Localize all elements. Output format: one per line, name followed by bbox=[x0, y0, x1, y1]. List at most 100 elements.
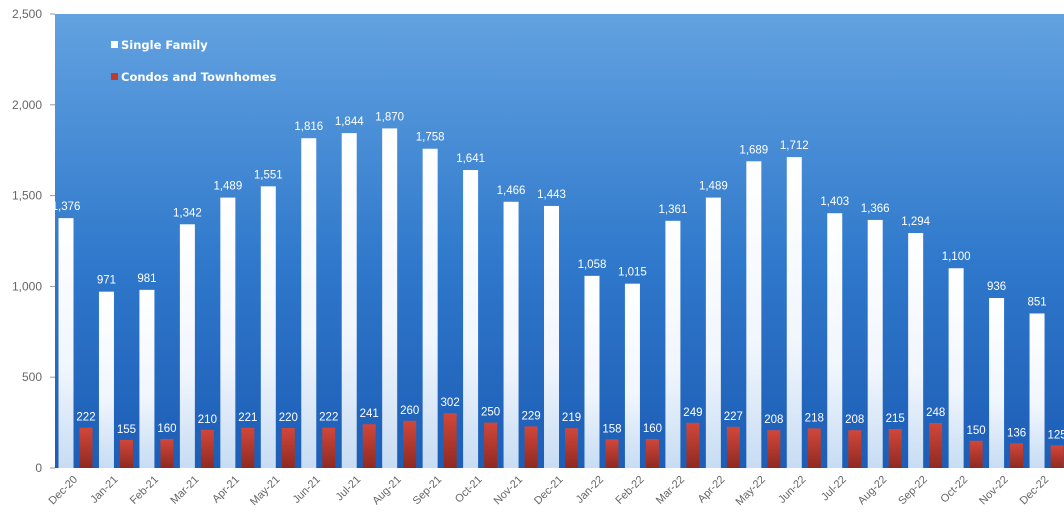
bar-condos-townhomes bbox=[807, 428, 821, 468]
bar-condos-townhomes bbox=[281, 428, 295, 468]
bar-condos-townhomes bbox=[848, 430, 862, 468]
bar-condos-townhomes bbox=[200, 429, 214, 468]
data-label-condos-townhomes: 227 bbox=[724, 411, 743, 423]
data-label-single-family: 1,689 bbox=[739, 144, 768, 156]
bar-single-family bbox=[58, 218, 74, 468]
data-label-single-family: 981 bbox=[137, 273, 156, 285]
data-label-condos-townhomes: 222 bbox=[319, 412, 338, 424]
bar-condos-townhomes bbox=[565, 428, 579, 468]
bar-single-family bbox=[665, 220, 681, 468]
y-axis: 0 500 1,000 1,500 2,000 2,500 bbox=[12, 7, 55, 475]
data-label-condos-townhomes: 155 bbox=[117, 424, 136, 436]
bar-single-family bbox=[179, 224, 195, 468]
data-label-single-family: 1,376 bbox=[52, 201, 81, 213]
x-tick-label: Jul-22 bbox=[819, 474, 849, 504]
data-label-condos-townhomes: 160 bbox=[157, 423, 176, 435]
data-label-condos-townhomes: 260 bbox=[400, 405, 419, 417]
data-label-single-family: 1,443 bbox=[537, 189, 566, 201]
bar-condos-townhomes bbox=[1050, 445, 1064, 468]
data-label-condos-townhomes: 160 bbox=[643, 423, 662, 435]
x-tick-label: Sep-22 bbox=[896, 474, 930, 508]
x-tick-label: Dec-22 bbox=[1018, 474, 1052, 508]
bars bbox=[58, 128, 1064, 469]
x-tick-label: Nov-21 bbox=[492, 474, 526, 508]
x-tick-label: Apr-21 bbox=[210, 474, 242, 506]
bar-single-family bbox=[584, 275, 600, 468]
x-tick-label: Sep-21 bbox=[411, 474, 445, 508]
data-label-condos-townhomes: 250 bbox=[481, 407, 500, 419]
data-label-condos-townhomes: 210 bbox=[198, 414, 217, 426]
bar-condos-townhomes bbox=[726, 426, 740, 468]
bar-condos-townhomes bbox=[119, 439, 133, 468]
bar-single-family bbox=[827, 213, 843, 468]
bar-single-family bbox=[705, 197, 721, 468]
bar-single-family bbox=[908, 233, 924, 468]
data-label-condos-townhomes: 222 bbox=[76, 412, 95, 424]
data-label-condos-townhomes: 220 bbox=[279, 412, 298, 424]
bar-single-family bbox=[463, 169, 479, 469]
data-label-condos-townhomes: 249 bbox=[683, 407, 702, 419]
data-label-condos-townhomes: 208 bbox=[764, 414, 783, 426]
bar-single-family bbox=[786, 157, 802, 468]
bar-single-family bbox=[422, 148, 438, 468]
x-tick-label: Mar-21 bbox=[168, 474, 201, 507]
x-tick-label: Apr-22 bbox=[696, 474, 728, 506]
bar-single-family bbox=[260, 186, 276, 469]
data-label-single-family: 1,342 bbox=[173, 207, 202, 219]
bar-condos-townhomes bbox=[686, 422, 700, 468]
bar-condos-townhomes bbox=[443, 413, 457, 468]
bar-condos-townhomes bbox=[403, 420, 417, 468]
bar-condos-townhomes bbox=[969, 440, 983, 468]
data-label-condos-townhomes: 302 bbox=[441, 397, 460, 409]
bar-single-family bbox=[1029, 313, 1045, 468]
x-tick-label: Dec-20 bbox=[47, 474, 81, 508]
bar-single-family bbox=[867, 219, 883, 468]
bar-condos-townhomes bbox=[645, 438, 659, 468]
data-label-single-family: 971 bbox=[97, 275, 116, 287]
x-tick-label: Aug-22 bbox=[856, 474, 890, 508]
bar-condos-townhomes bbox=[767, 430, 781, 468]
y-tick-label: 500 bbox=[22, 370, 42, 384]
bar-condos-townhomes bbox=[888, 428, 902, 468]
data-label-condos-townhomes: 136 bbox=[1007, 427, 1026, 439]
data-label-single-family: 1,758 bbox=[416, 132, 445, 144]
data-label-single-family: 1,870 bbox=[375, 111, 404, 123]
data-label-single-family: 1,641 bbox=[456, 153, 485, 165]
bar-condos-townhomes bbox=[160, 438, 174, 468]
y-tick-label: 0 bbox=[35, 461, 42, 475]
bar-condos-townhomes bbox=[605, 439, 619, 468]
bar-condos-townhomes bbox=[524, 426, 538, 468]
data-label-single-family: 1,100 bbox=[942, 251, 971, 263]
data-labels: 1,376 222 971 155 981 160 1,342 210 1,489 221 1,55… bbox=[52, 111, 1064, 441]
data-label-condos-townhomes: 150 bbox=[967, 425, 986, 437]
bar-single-family bbox=[139, 289, 155, 468]
bar-single-family bbox=[301, 138, 317, 468]
data-label-condos-townhomes: 218 bbox=[805, 412, 824, 424]
bar-single-family bbox=[948, 268, 964, 468]
x-axis: Dec-20 Jan-21 Feb-21 Mar-21 Apr-21 May-21 Jun-… bbox=[47, 474, 1052, 508]
data-label-condos-townhomes: 215 bbox=[886, 413, 905, 425]
bar-condos-townhomes bbox=[1010, 443, 1024, 468]
data-label-condos-townhomes: 241 bbox=[360, 408, 379, 420]
data-label-single-family: 1,058 bbox=[578, 259, 607, 271]
data-label-condos-townhomes: 158 bbox=[602, 423, 621, 435]
data-label-single-family: 1,489 bbox=[699, 181, 728, 193]
x-tick-label: Jan-21 bbox=[88, 474, 120, 506]
x-tick-label: Jan-22 bbox=[574, 474, 606, 506]
y-tick-label: 1,000 bbox=[12, 279, 42, 293]
x-tick-label: Feb-21 bbox=[128, 474, 161, 507]
bar-condos-townhomes bbox=[322, 427, 336, 468]
bar-condos-townhomes bbox=[241, 427, 255, 468]
bar-single-family bbox=[382, 128, 398, 468]
data-label-condos-townhomes: 221 bbox=[238, 412, 257, 424]
data-label-condos-townhomes: 219 bbox=[562, 412, 581, 424]
bar-single-family bbox=[746, 161, 762, 469]
data-label-condos-townhomes: 229 bbox=[521, 410, 540, 422]
x-tick-label: Oct-21 bbox=[453, 474, 485, 506]
x-tick-label: May-21 bbox=[248, 474, 282, 508]
x-tick-label: Oct-22 bbox=[938, 474, 970, 506]
data-label-single-family: 851 bbox=[1027, 296, 1046, 308]
data-label-single-family: 1,466 bbox=[497, 185, 526, 197]
bar-condos-townhomes bbox=[79, 427, 93, 468]
